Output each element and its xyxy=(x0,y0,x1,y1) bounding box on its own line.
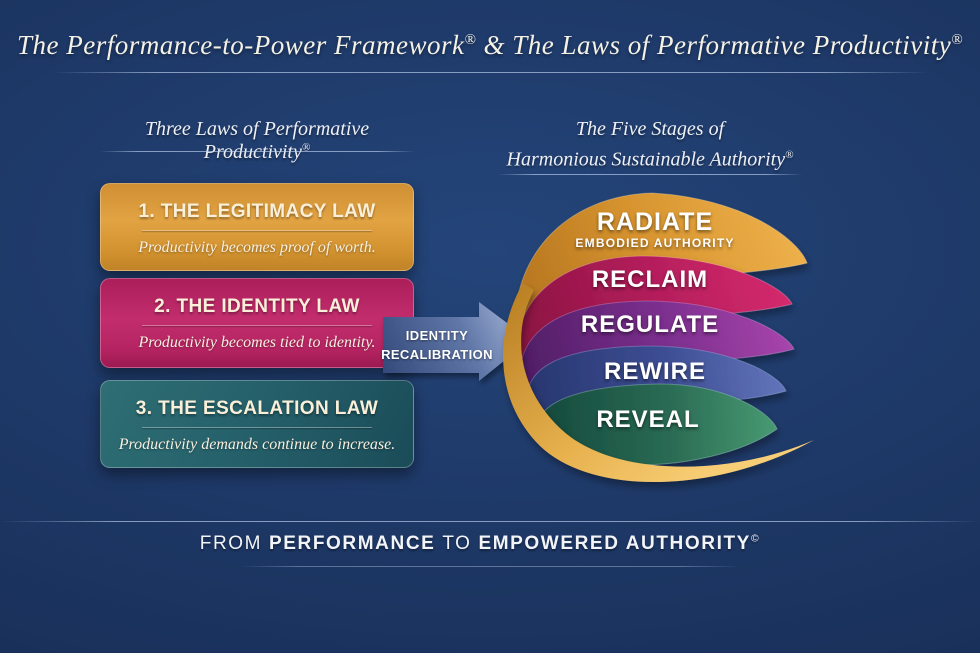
title-divider xyxy=(52,72,928,73)
footer-performance: PERFORMANCE xyxy=(268,533,436,554)
registered-mark: ® xyxy=(301,141,311,154)
right-heading-divider xyxy=(497,174,803,175)
law-card-escalation: 3. THE ESCALATION LAW Productivity deman… xyxy=(100,380,414,474)
law-title-divider xyxy=(141,427,373,428)
page-title-part1: The Performance-to-Power Framework xyxy=(17,30,465,60)
registered-mark: ® xyxy=(464,32,477,48)
arrow-label: IDENTITY RECALIBRATION xyxy=(380,317,494,373)
law-subtitle: Productivity becomes proof of worth. xyxy=(138,239,376,256)
stage-label-rewire: REWIRE xyxy=(604,358,706,385)
page-title-part2: & The Laws of Performative Productivity xyxy=(476,30,952,60)
law-subtitle: Productivity demands continue to increas… xyxy=(118,436,396,453)
arrow-label-line1: IDENTITY xyxy=(405,328,469,343)
left-column-heading: Three Laws of Performative Productivity® xyxy=(92,118,422,164)
footer-top-divider xyxy=(0,521,980,522)
law-title-divider xyxy=(141,325,373,326)
law-card-legitimacy: 1. THE LEGITIMACY LAW Productivity becom… xyxy=(100,183,414,277)
five-stage-fan xyxy=(503,192,814,483)
copyright-mark: © xyxy=(750,533,761,545)
law-title-divider xyxy=(141,230,373,231)
registered-mark: ® xyxy=(785,149,794,161)
right-column-heading: The Five Stages of Harmonious Sustainabl… xyxy=(490,116,810,173)
footer-from: FROM xyxy=(199,533,263,554)
page-title: The Performance-to-Power Framework® & Th… xyxy=(0,30,980,61)
law-title: 2. THE IDENTITY LAW xyxy=(154,296,360,317)
law-card-identity: 2. THE IDENTITY LAW Productivity becomes… xyxy=(100,278,414,374)
left-heading-divider xyxy=(100,151,415,152)
footer-to: TO xyxy=(442,533,472,554)
arrow-label-line2: RECALIBRATION xyxy=(381,347,493,362)
left-heading-text: Three Laws of Performative Productivity xyxy=(144,118,370,163)
footer-bottom-divider xyxy=(240,566,740,567)
stage-label-regulate: REGULATE xyxy=(580,311,720,338)
stage-label-reclaim: RECLAIM xyxy=(591,266,709,293)
registered-mark: ® xyxy=(951,32,963,48)
law-title: 3. THE ESCALATION LAW xyxy=(135,398,379,419)
footer-tagline: FROM PERFORMANCE TO EMPOWERED AUTHORITY© xyxy=(0,533,960,555)
right-heading-line2: Harmonious Sustainable Authority® xyxy=(490,142,810,173)
stage-label-reveal: REVEAL xyxy=(596,406,700,433)
law-title: 1. THE LEGITIMACY LAW xyxy=(138,201,376,222)
footer-empowered: EMPOWERED AUTHORITY xyxy=(478,533,751,554)
right-heading-line2-text: Harmonious Sustainable Authority xyxy=(506,148,786,171)
right-heading-line1: The Five Stages of xyxy=(575,118,725,140)
stage-label-radiate: RADIATE xyxy=(596,208,714,236)
right-arrow-icon xyxy=(383,302,530,381)
stage-sublabel-radiate: EMBODIED AUTHORITY xyxy=(575,236,735,250)
law-subtitle: Productivity becomes tied to identity. xyxy=(138,334,376,351)
